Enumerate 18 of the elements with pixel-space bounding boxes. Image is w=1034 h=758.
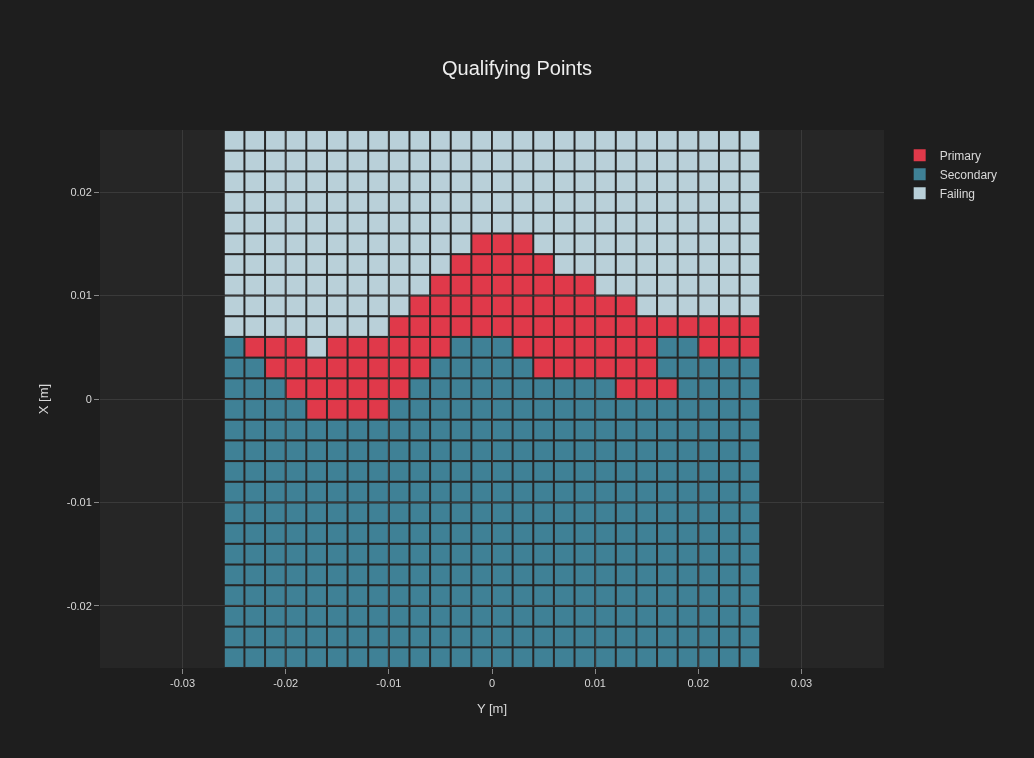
x-axis-title: Y [m] bbox=[476, 700, 508, 716]
x-tick-label: -0.03 bbox=[169, 677, 196, 690]
x-tick-label: 0.01 bbox=[584, 677, 606, 690]
x-tick-label: -0.01 bbox=[376, 677, 402, 690]
x-tick-label: -0.02 bbox=[273, 677, 299, 690]
y-tick-label: 0.01 bbox=[70, 289, 92, 302]
legend-label: Primary bbox=[939, 148, 982, 163]
x-tick-label: 0.02 bbox=[687, 677, 710, 690]
y-tick-label: -0.01 bbox=[66, 496, 92, 509]
y-tick-label: 0 bbox=[85, 392, 92, 405]
chart-title: Qualifying Points bbox=[441, 56, 593, 79]
y-tick-label: 0.02 bbox=[70, 185, 92, 198]
legend-label: Secondary bbox=[939, 167, 998, 182]
x-tick-label: 0 bbox=[488, 677, 496, 690]
x-tick-label: 0.03 bbox=[790, 677, 813, 690]
y-axis-title: X [m] bbox=[35, 383, 51, 415]
y-tick-label: -0.02 bbox=[66, 599, 92, 612]
legend-label: Failing bbox=[939, 186, 976, 201]
